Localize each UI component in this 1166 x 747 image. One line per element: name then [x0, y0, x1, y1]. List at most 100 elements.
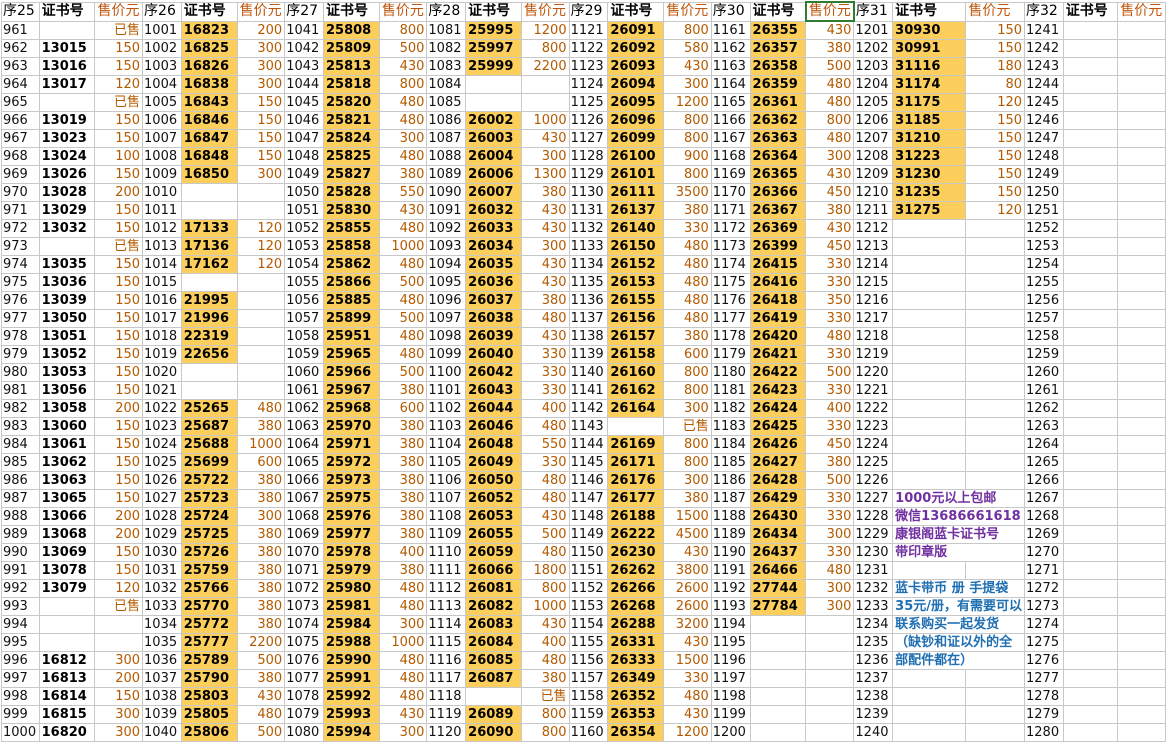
price-cell[interactable]: [965, 237, 1026, 256]
price-cell[interactable]: 300: [94, 705, 144, 724]
seq-cell[interactable]: 1216: [853, 291, 894, 310]
cert-number-cell[interactable]: 25993: [322, 705, 380, 724]
price-cell[interactable]: 800: [663, 363, 712, 382]
price-cell[interactable]: [965, 453, 1026, 472]
seq-cell[interactable]: 1170: [710, 183, 751, 202]
seq-cell[interactable]: 971: [1, 201, 40, 220]
seq-cell[interactable]: 1006: [142, 111, 182, 130]
seq-cell[interactable]: 1265: [1024, 453, 1064, 472]
cert-number-cell[interactable]: [1062, 561, 1119, 580]
seq-cell[interactable]: 1259: [1024, 345, 1064, 364]
seq-cell[interactable]: 977: [1, 309, 40, 328]
cert-number-cell[interactable]: [1062, 687, 1119, 706]
cert-number-cell[interactable]: [892, 273, 967, 292]
cert-number-cell[interactable]: 25984: [322, 615, 380, 634]
cert-number-cell[interactable]: 16825: [180, 39, 238, 58]
price-cell[interactable]: 150: [94, 687, 144, 706]
cert-number-cell[interactable]: 16848: [180, 147, 238, 166]
price-cell[interactable]: 430: [378, 57, 428, 76]
cert-number-cell[interactable]: 26353: [607, 705, 665, 724]
price-cell[interactable]: 380: [378, 561, 428, 580]
price-cell[interactable]: 150: [965, 147, 1026, 166]
cert-number-cell[interactable]: 26037: [465, 291, 523, 310]
price-cell[interactable]: [1117, 417, 1166, 436]
seq-cell[interactable]: 996: [1, 651, 40, 670]
seq-cell[interactable]: 1250: [1024, 183, 1064, 202]
seq-cell[interactable]: 1049: [284, 165, 324, 184]
seq-cell[interactable]: 999: [1, 705, 40, 724]
seq-cell[interactable]: 1025: [142, 453, 182, 472]
price-cell[interactable]: 430: [378, 201, 428, 220]
seq-cell[interactable]: 1152: [568, 579, 609, 598]
cert-number-cell[interactable]: 26367: [749, 201, 807, 220]
cert-number-cell[interactable]: 25981: [322, 597, 380, 616]
seq-cell[interactable]: 1016: [142, 291, 182, 310]
note-text[interactable]: 带印章版: [892, 543, 1026, 562]
price-cell[interactable]: 300: [236, 39, 286, 58]
cert-number-cell[interactable]: [892, 219, 967, 238]
cert-number-cell[interactable]: 26176: [607, 471, 665, 490]
price-cell[interactable]: [805, 687, 855, 706]
price-cell[interactable]: [1117, 597, 1166, 616]
price-cell[interactable]: 330: [805, 381, 855, 400]
header-cert-27[interactable]: 证书号: [322, 1, 380, 22]
cert-number-cell[interactable]: 26156: [607, 309, 665, 328]
price-cell[interactable]: 380: [378, 417, 428, 436]
price-cell[interactable]: 480: [521, 543, 570, 562]
cert-number-cell[interactable]: 25818: [322, 75, 380, 94]
price-cell[interactable]: 800: [663, 129, 712, 148]
price-cell[interactable]: 800: [663, 453, 712, 472]
price-cell[interactable]: 120: [94, 579, 144, 598]
seq-cell[interactable]: 1120: [426, 723, 467, 742]
seq-cell[interactable]: 1053: [284, 237, 324, 256]
cert-number-cell[interactable]: 13078: [38, 561, 96, 580]
seq-cell[interactable]: 1180: [710, 363, 751, 382]
seq-cell[interactable]: 990: [1, 543, 40, 562]
cert-number-cell[interactable]: 26084: [465, 633, 523, 652]
cert-number-cell[interactable]: 22319: [180, 327, 238, 346]
seq-cell[interactable]: 1267: [1024, 489, 1064, 508]
seq-cell[interactable]: 1211: [853, 201, 894, 220]
cert-number-cell[interactable]: 26358: [749, 57, 807, 76]
cert-number-cell[interactable]: 25699: [180, 453, 238, 472]
cert-number-cell[interactable]: [1062, 507, 1119, 526]
price-cell[interactable]: [521, 75, 570, 94]
seq-cell[interactable]: 1200: [710, 723, 751, 742]
price-cell[interactable]: [1117, 705, 1166, 724]
cert-number-cell[interactable]: 13019: [38, 111, 96, 130]
price-cell[interactable]: [1117, 687, 1166, 706]
price-cell[interactable]: 330: [805, 417, 855, 436]
price-cell[interactable]: 380: [805, 453, 855, 472]
price-cell[interactable]: [1117, 327, 1166, 346]
note-text[interactable]: 微信13686661618: [892, 507, 1026, 526]
price-cell[interactable]: [965, 327, 1026, 346]
cert-number-cell[interactable]: [1062, 237, 1119, 256]
price-cell[interactable]: 380: [236, 489, 286, 508]
price-cell[interactable]: 430: [236, 687, 286, 706]
cert-number-cell[interactable]: [1062, 345, 1119, 364]
price-cell[interactable]: 500: [236, 651, 286, 670]
price-cell[interactable]: 330: [521, 345, 570, 364]
cert-number-cell[interactable]: 26361: [749, 93, 807, 112]
seq-cell[interactable]: 1217: [853, 309, 894, 328]
cert-number-cell[interactable]: 26111: [607, 183, 665, 202]
cert-number-cell[interactable]: [1062, 597, 1119, 616]
price-cell[interactable]: 600: [663, 345, 712, 364]
note-text[interactable]: 1000元以上包邮: [892, 489, 1026, 508]
price-cell[interactable]: 600: [236, 453, 286, 472]
price-cell[interactable]: [1117, 20, 1166, 40]
price-cell[interactable]: [965, 291, 1026, 310]
price-cell[interactable]: 150: [236, 129, 286, 148]
seq-cell[interactable]: 1167: [710, 129, 751, 148]
price-cell[interactable]: [1117, 543, 1166, 562]
seq-cell[interactable]: 1276: [1024, 651, 1064, 670]
cert-number-cell[interactable]: [1062, 579, 1119, 598]
seq-cell[interactable]: 1005: [142, 93, 182, 112]
price-cell[interactable]: 1000: [521, 111, 570, 130]
cert-number-cell[interactable]: 26426: [749, 435, 807, 454]
price-cell[interactable]: 480: [805, 75, 855, 94]
seq-cell[interactable]: 1147: [568, 489, 609, 508]
price-cell[interactable]: 800: [378, 75, 428, 94]
seq-cell[interactable]: 1206: [853, 111, 894, 130]
cert-number-cell[interactable]: 25997: [465, 39, 523, 58]
